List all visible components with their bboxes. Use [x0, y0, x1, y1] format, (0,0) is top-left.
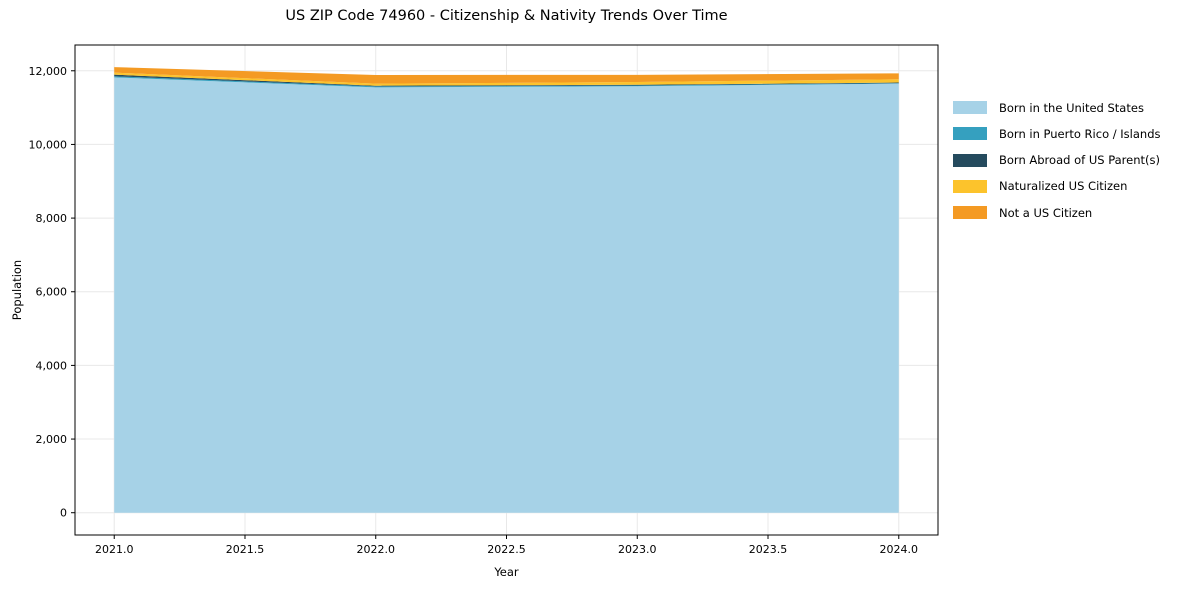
x-tick-label: 2023.0 [618, 543, 657, 556]
area-born-abroad-of-us-parent-s [114, 74, 899, 87]
legend-swatch [953, 179, 987, 193]
tick-labels: 2021.0 2021.5 2022.0 2022.5 2023.0 2023.5 2024… [29, 65, 919, 556]
y-tick-label: 6,000 [36, 286, 68, 299]
legend-label: Born in Puerto Rico / Islands [999, 126, 1161, 141]
axis-ticks [71, 70, 900, 539]
legend-item-born-in-the-united-states: Born in the United States [953, 100, 1161, 115]
chart-title: US ZIP Code 74960 - Citizenship & Nativi… [285, 8, 728, 24]
y-tick-label: 4,000 [36, 359, 68, 372]
x-tick-label: 2023.5 [749, 543, 788, 556]
area-born-in-the-united-states [114, 77, 899, 513]
area-born-in-puerto-rico-islands [114, 76, 899, 88]
legend: Born in the United States Born in Puerto … [953, 101, 1161, 232]
y-tick-label: 0 [60, 507, 67, 520]
legend-label: Naturalized US Citizen [999, 179, 1128, 194]
x-tick-label: 2024.0 [880, 543, 919, 556]
legend-swatch [953, 206, 987, 220]
legend-item-naturalized-us-citizen: Naturalized US Citizen [953, 179, 1161, 194]
x-tick-label: 2022.0 [356, 543, 395, 556]
legend-swatch [953, 127, 987, 141]
x-tick-label: 2021.0 [95, 543, 134, 556]
x-tick-label: 2022.5 [487, 543, 526, 556]
y-tick-label: 8,000 [36, 212, 68, 225]
area-not-a-us-citizen [114, 67, 899, 84]
legend-label: Born in the United States [999, 100, 1144, 115]
legend-item-born-in-puerto-rico-islands: Born in Puerto Rico / Islands [953, 126, 1161, 141]
legend-label: Born Abroad of US Parent(s) [999, 153, 1160, 168]
x-axis-label: Year [494, 565, 519, 579]
legend-label: Not a US Citizen [999, 205, 1093, 220]
x-tick-label: 2021.5 [226, 543, 265, 556]
legend-item-not-a-us-citizen: Not a US Citizen [953, 205, 1161, 220]
legend-swatch [953, 101, 987, 114]
y-tick-label: 10,000 [29, 138, 68, 151]
stacked-areas [114, 67, 899, 513]
legend-item-born-abroad-of-us-parent-s: Born Abroad of US Parent(s) [953, 153, 1161, 168]
y-axis-label: Population [10, 259, 24, 321]
y-tick-label: 12,000 [29, 65, 68, 78]
legend-swatch [953, 153, 987, 167]
area-naturalized-us-citizen [114, 72, 899, 86]
y-tick-label: 2,000 [36, 433, 68, 446]
